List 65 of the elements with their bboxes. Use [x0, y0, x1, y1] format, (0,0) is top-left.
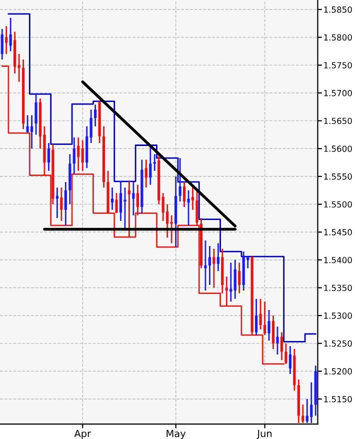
candlestick [60, 186, 63, 222]
y-tick-label: 1.5300 [324, 312, 352, 319]
candlestick [72, 136, 76, 174]
y-tick-label: 1.5700 [324, 90, 352, 96]
candlestick [64, 181, 67, 226]
candlestick [124, 186, 126, 230]
candlestick [204, 240, 207, 292]
candlestick [144, 159, 148, 188]
candlestick [81, 140, 84, 172]
y-tick-label: 1.5600 [324, 146, 352, 152]
candlestick [5, 25, 8, 55]
candlestick [306, 398, 308, 424]
candlestick [30, 114, 34, 150]
x-tick-label: Apr [74, 430, 92, 439]
candlestick [254, 298, 258, 336]
candlestick [280, 332, 284, 361]
y-tick-label: 1.5650 [324, 118, 352, 124]
candlestick [162, 192, 164, 222]
candlestick [115, 192, 118, 214]
candlestick [149, 144, 152, 186]
y-tick-label: 1.5850 [324, 6, 352, 13]
y-tick-label: 1.5450 [324, 229, 352, 236]
candlestick [94, 104, 97, 128]
candlestick [136, 184, 139, 216]
candlestick [182, 181, 186, 208]
candlestick [268, 309, 270, 342]
candlestick [216, 242, 220, 272]
candlestick [234, 259, 236, 300]
candlestick [225, 276, 228, 307]
candlestick [310, 382, 313, 424]
candlestick [178, 157, 182, 202]
x-tick-label: Jun [256, 430, 272, 439]
y-tick-label: 1.5200 [324, 368, 352, 374]
candlestick [272, 314, 275, 350]
y-tick-label: 1.5500 [324, 201, 352, 208]
candlestick [288, 345, 292, 375]
candlestick [90, 108, 92, 144]
y-tick-label: 1.5250 [324, 340, 352, 347]
y-tick-label: 1.5550 [324, 173, 352, 180]
candlestick [0, 28, 4, 60]
candlestick [208, 245, 212, 286]
candlestick [26, 114, 29, 134]
candlestick [18, 53, 20, 83]
y-tick-label: 1.5800 [324, 34, 352, 41]
candlestick [77, 136, 80, 172]
candlestick [302, 404, 304, 424]
candlestick [263, 300, 266, 336]
candlestick [9, 17, 12, 52]
candlestick [47, 142, 50, 172]
candlestick [132, 181, 135, 216]
candlestick [110, 186, 114, 211]
y-tick-label: 1.5400 [324, 256, 352, 264]
candlestick [119, 180, 122, 222]
candlestick [212, 248, 216, 288]
candlestick [284, 342, 288, 365]
candlestick [34, 93, 38, 136]
y-tick-label: 1.5150 [324, 396, 352, 402]
candlestick [276, 326, 279, 356]
candlestick [187, 190, 190, 226]
x-tick-label: May [166, 430, 186, 439]
candlestick [259, 298, 262, 330]
candlestick [196, 190, 198, 226]
candlestick [238, 262, 241, 294]
y-tick-label: 1.5750 [324, 62, 352, 68]
y-tick-label: 1.5350 [324, 284, 352, 292]
